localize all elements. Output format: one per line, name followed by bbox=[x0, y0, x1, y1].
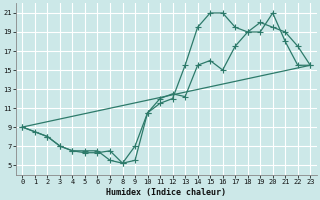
X-axis label: Humidex (Indice chaleur): Humidex (Indice chaleur) bbox=[106, 188, 226, 197]
